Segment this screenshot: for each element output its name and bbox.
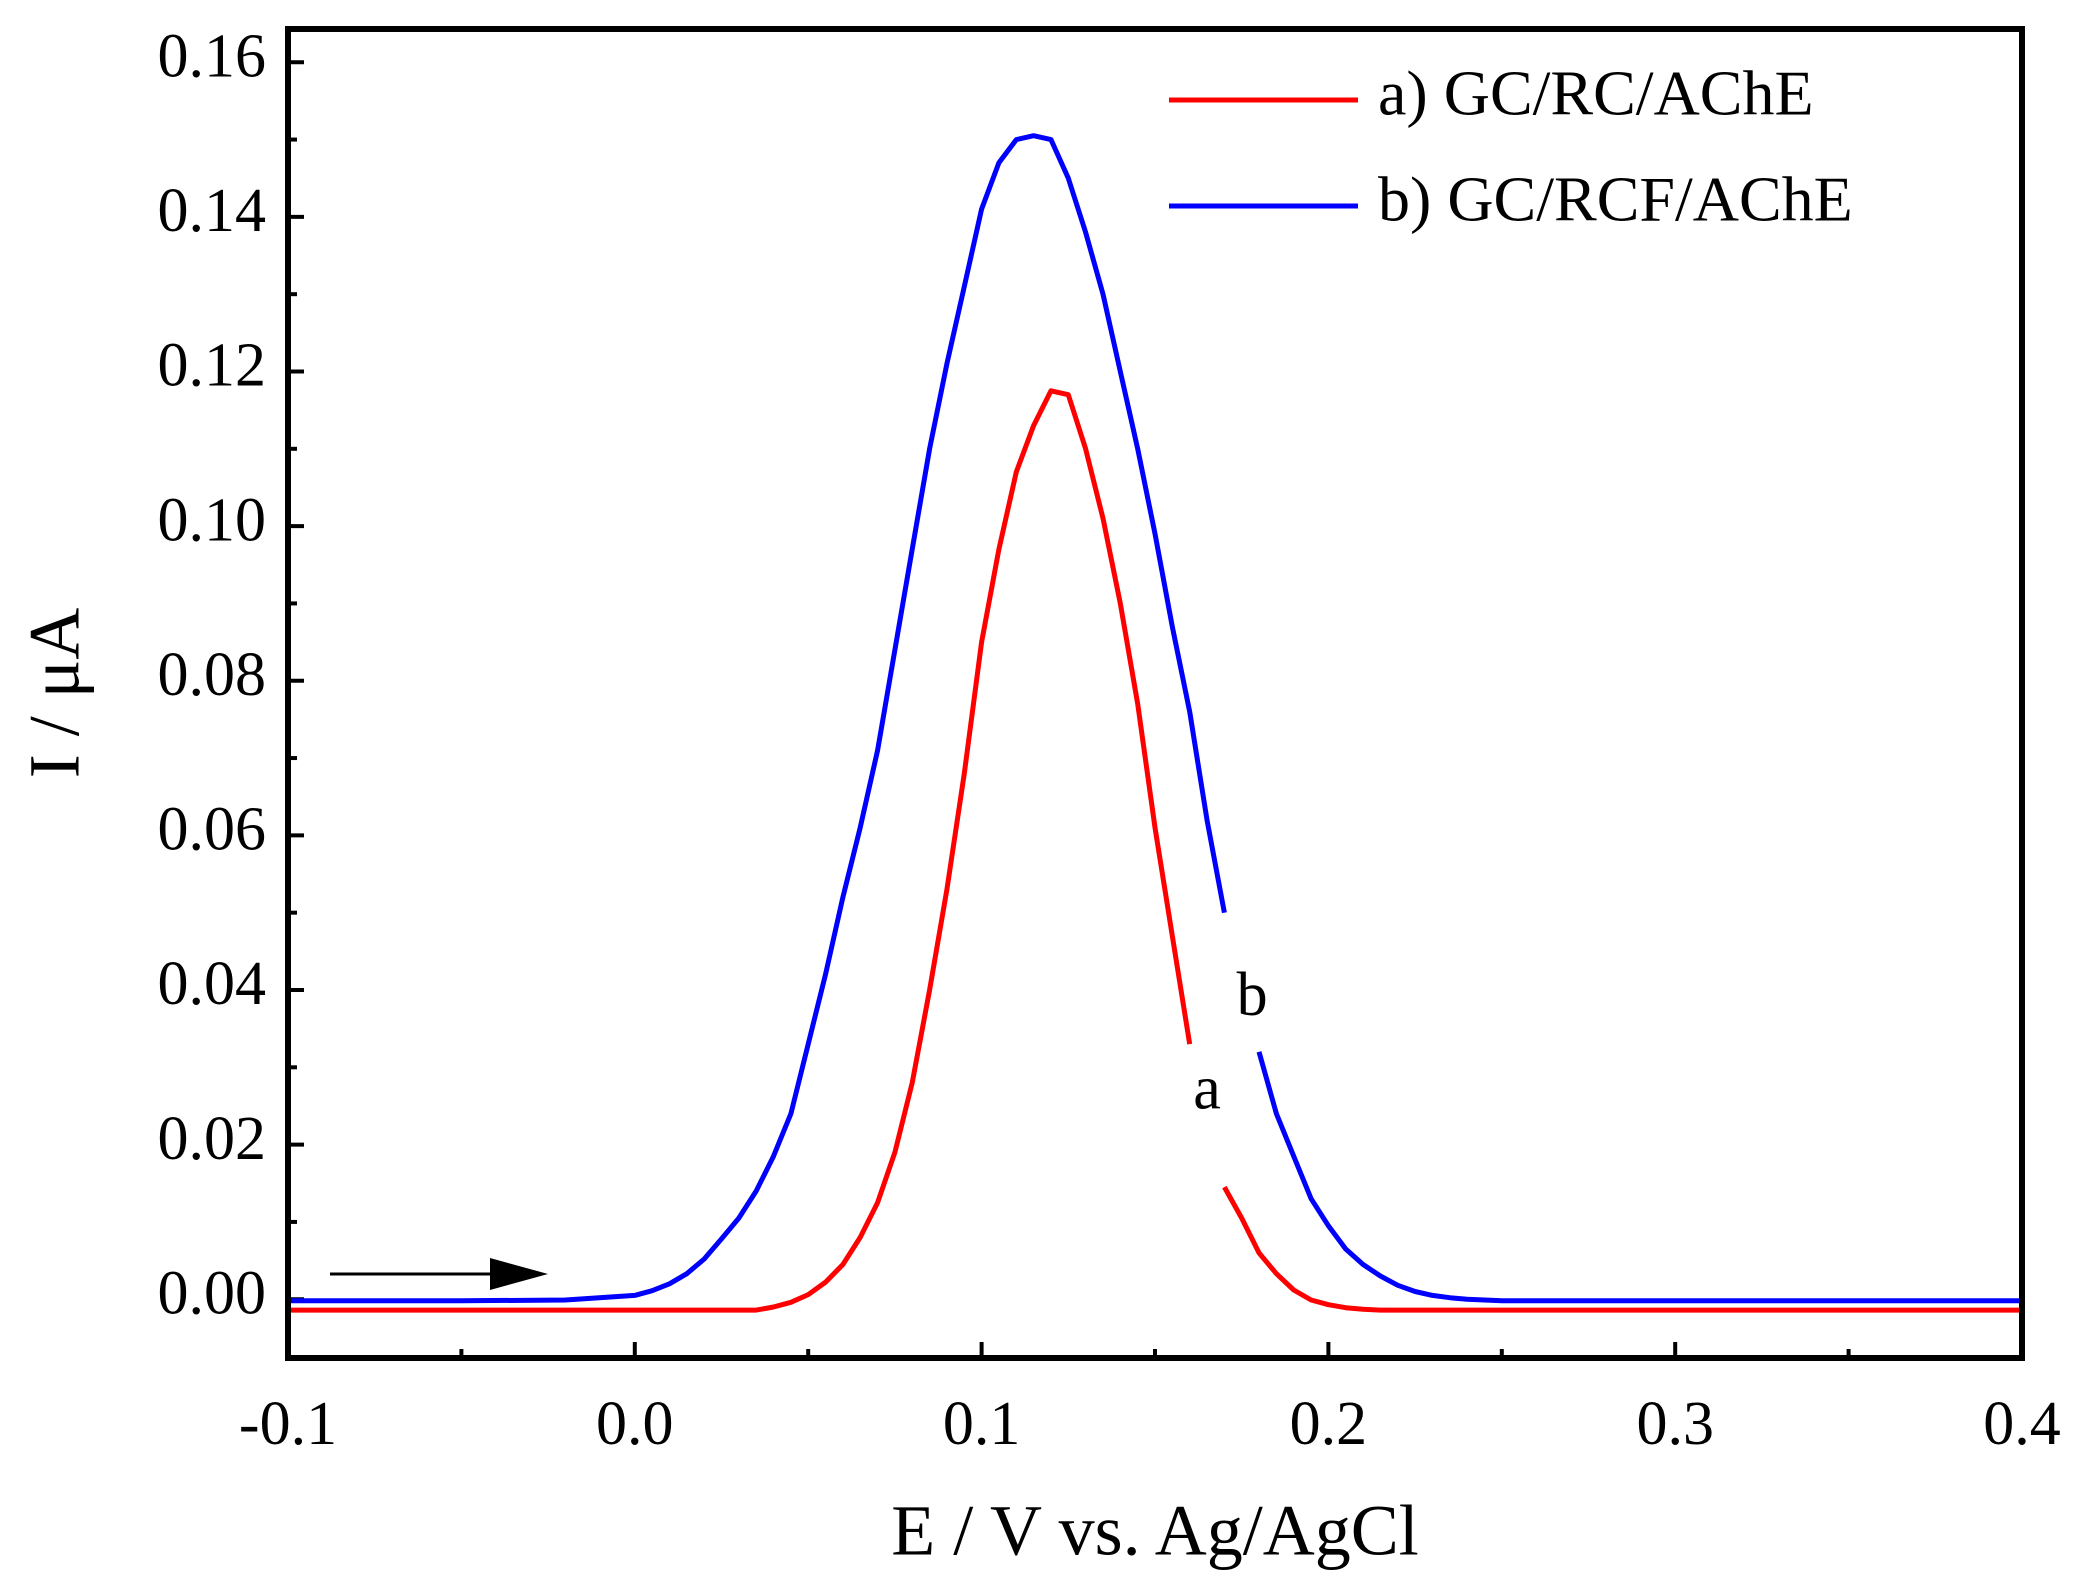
y-axis-label: I / μA xyxy=(15,608,95,779)
x-tick-label: -0.1 xyxy=(239,1390,337,1458)
x-tick-label: 0.3 xyxy=(1636,1390,1714,1458)
x-tick-label: 0.4 xyxy=(1983,1390,2061,1458)
y-tick-label: 0.00 xyxy=(158,1259,267,1327)
arrow-head xyxy=(490,1258,548,1290)
y-tick-label: 0.14 xyxy=(158,177,267,245)
data-line xyxy=(288,133,2022,1304)
y-tick-label: 0.16 xyxy=(158,22,267,90)
x-tick-label: 0.1 xyxy=(943,1390,1021,1458)
y-tick-label: 0.02 xyxy=(158,1105,267,1173)
y-tick-label: 0.04 xyxy=(158,950,267,1018)
y-tick-label: 0.12 xyxy=(158,332,267,400)
curve-annotation: a xyxy=(1193,1055,1221,1123)
legend-label: a) GC/RC/AChE xyxy=(1378,58,1814,129)
x-tick-label: 0.0 xyxy=(596,1390,674,1458)
data-line xyxy=(288,388,2022,1313)
x-tick-label: 0.2 xyxy=(1290,1390,1368,1458)
x-axis-label: E / V vs. Ag/AgCl xyxy=(891,1491,1418,1571)
y-tick-label: 0.08 xyxy=(158,641,267,709)
y-tick-label: 0.06 xyxy=(158,796,267,864)
legend-label: b) GC/RCF/AChE xyxy=(1378,164,1853,235)
plot-frame xyxy=(285,26,2025,1361)
curve-annotation: b xyxy=(1237,961,1268,1029)
y-tick-label: 0.10 xyxy=(158,486,267,554)
